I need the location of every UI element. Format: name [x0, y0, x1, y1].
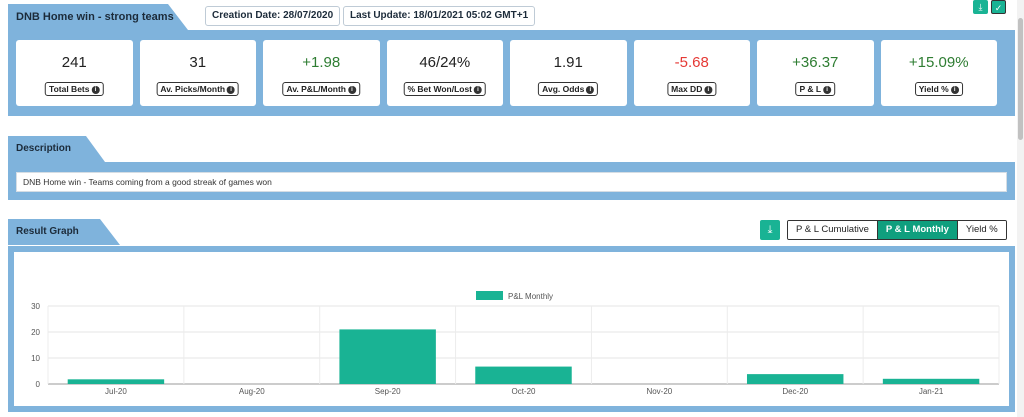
stat-value: 31: [189, 54, 207, 71]
stat-card: +1.98 Av. P&L/Month i: [263, 40, 380, 106]
result-graph-heading: Result Graph: [8, 219, 120, 245]
x-tick-label: Nov-20: [646, 387, 672, 396]
stat-label: Total Bets i: [45, 82, 104, 96]
stat-label: % Bet Won/Lost i: [403, 82, 487, 96]
info-icon[interactable]: i: [950, 85, 959, 94]
stat-label: Avg. Odds i: [538, 82, 599, 96]
stat-card: +15.09% Yield % i: [880, 40, 997, 106]
toggle-pl-cumulative[interactable]: P & L Cumulative: [788, 221, 878, 239]
info-icon[interactable]: i: [91, 85, 100, 94]
stat-card: -5.68 Max DD i: [633, 40, 750, 106]
bar: [882, 378, 980, 384]
info-icon[interactable]: i: [474, 85, 483, 94]
stat-value: +36.37: [792, 54, 839, 71]
chart-download-icon[interactable]: ⤓: [760, 220, 780, 240]
info-icon[interactable]: i: [586, 85, 595, 94]
stat-label-text: Max DD: [671, 84, 703, 94]
x-tick-label: Sep-20: [375, 387, 401, 396]
pl-monthly-chart: 0 10 20 30 Jul-20 Aug-20 Sep-20 Oct-20 Nov-20 Dec…: [31, 291, 1000, 396]
stat-card: 46/24% % Bet Won/Lost i: [386, 40, 503, 106]
stat-label-text: P & L: [799, 84, 822, 94]
description-panel: DNB Home win - Teams coming from a good …: [8, 162, 1015, 200]
stat-value: 46/24%: [419, 54, 471, 71]
x-tick-label: Oct-20: [511, 387, 536, 396]
toggle-pl-monthly[interactable]: P & L Monthly: [877, 221, 958, 239]
stat-card: 1.91 Avg. Odds i: [510, 40, 627, 106]
stat-label: Av. Picks/Month i: [156, 82, 240, 96]
stat-label-text: Total Bets: [49, 84, 90, 94]
y-tick-label: 0: [36, 380, 41, 389]
info-icon[interactable]: i: [348, 85, 356, 94]
stat-label-text: Av. Picks/Month: [160, 84, 226, 94]
y-tick-label: 10: [31, 354, 40, 363]
x-tick-label: Jul-20: [105, 387, 127, 396]
download-icon[interactable]: ⤓: [973, 0, 988, 14]
x-tick-label: Dec-20: [782, 387, 808, 396]
bar: [746, 374, 844, 384]
stat-label-text: Av. P&L/Month: [286, 84, 347, 94]
chart-area: 0 10 20 30 Jul-20 Aug-20 Sep-20 Oct-20 Nov-20 Dec…: [14, 252, 1009, 406]
legend-swatch: [476, 291, 503, 300]
stat-label-text: Yield %: [918, 84, 949, 94]
scrollbar-thumb[interactable]: [1018, 18, 1023, 140]
bar: [339, 329, 436, 384]
x-tick-label: Jan-21: [919, 387, 944, 396]
info-icon[interactable]: i: [823, 85, 832, 94]
stat-value: 241: [61, 54, 87, 71]
stat-label: Av. P&L/Month i: [282, 82, 360, 96]
graph-panel: 0 10 20 30 Jul-20 Aug-20 Sep-20 Oct-20 Nov-20 Dec…: [8, 246, 1015, 412]
creation-date: Creation Date: 28/07/2020: [205, 6, 341, 26]
description-heading: Description: [8, 136, 105, 162]
chart-mode-toggle: P & L Cumulative P & L Monthly Yield %: [787, 220, 1007, 240]
y-tick-label: 20: [31, 328, 40, 337]
stat-value: +1.98: [302, 54, 341, 71]
x-tick-label: Aug-20: [239, 387, 265, 396]
stat-value: -5.68: [674, 54, 709, 71]
stat-value: +15.09%: [908, 54, 969, 71]
stat-card: 31 Av. Picks/Month i: [139, 40, 256, 106]
stats-panel: 241 Total Bets i 31 Av. Picks/Month i +1.98 Av.…: [8, 30, 1015, 116]
stat-card: 241 Total Bets i: [16, 40, 133, 106]
bar: [67, 379, 165, 384]
legend-label: P&L Monthly: [508, 292, 553, 301]
last-update: Last Update: 18/01/2021 05:02 GMT+1: [343, 6, 536, 26]
stat-label: Max DD i: [667, 82, 717, 96]
info-icon[interactable]: i: [704, 85, 713, 94]
strategy-title: DNB Home win - strong teams: [8, 4, 188, 30]
stat-label-text: Avg. Odds: [542, 84, 585, 94]
stat-value: 1.91: [553, 54, 583, 71]
toggle-yield[interactable]: Yield %: [957, 221, 1006, 239]
y-tick-label: 30: [31, 302, 40, 311]
stat-label: Yield % i: [914, 82, 963, 96]
check-icon[interactable]: ✓: [991, 0, 1006, 14]
bar: [475, 366, 572, 384]
stat-label-text: % Bet Won/Lost: [407, 84, 473, 94]
description-text: DNB Home win - Teams coming from a good …: [16, 172, 1007, 192]
info-icon[interactable]: i: [227, 85, 236, 94]
scrollbar[interactable]: [1017, 0, 1024, 417]
